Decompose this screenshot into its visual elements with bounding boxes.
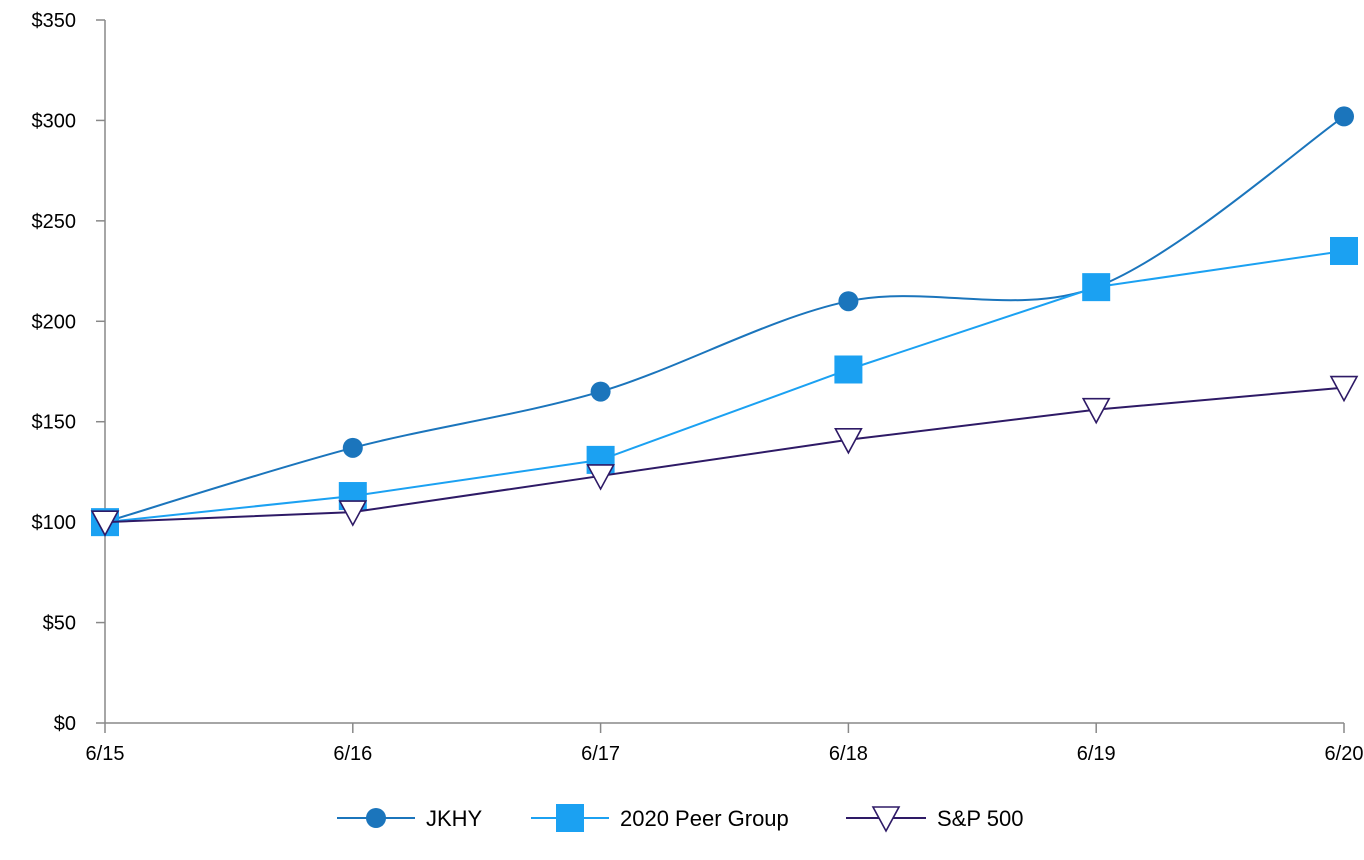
x-tick-label: 6/16	[333, 743, 372, 765]
legend-label: 2020 Peer Group	[620, 806, 789, 831]
data-point	[586, 464, 615, 491]
data-point	[1334, 106, 1354, 127]
y-tick-label: $250	[32, 211, 77, 233]
series-line	[104, 249, 1345, 524]
data-point	[1329, 375, 1359, 403]
series-line	[104, 115, 1345, 524]
y-tick-label: $0	[54, 713, 76, 735]
data-point	[90, 510, 120, 537]
legend: JKHY 2020 Peer Group S&P 500	[337, 804, 1023, 833]
series-s-p-500	[90, 375, 1359, 537]
data-point	[1330, 236, 1358, 265]
y-tick-label: $50	[43, 613, 76, 635]
x-tick-label: 6/20	[1325, 743, 1364, 765]
y-tick-label: $200	[32, 311, 77, 333]
data-point	[342, 437, 363, 458]
series-jkhy	[95, 106, 1354, 533]
series-layer	[90, 106, 1359, 537]
y-tick-label: $300	[32, 110, 77, 132]
legend-marker	[366, 808, 386, 828]
legend-item: JKHY	[337, 806, 483, 831]
legend-label: S&P 500	[937, 806, 1023, 831]
legend-item: 2020 Peer Group	[531, 804, 789, 832]
data-point	[1082, 273, 1111, 302]
y-tick-label: $350	[32, 10, 77, 32]
data-point	[838, 291, 859, 312]
legend-label: JKHY	[426, 806, 483, 831]
data-point	[834, 427, 863, 455]
series-line	[104, 386, 1345, 524]
data-point	[1081, 397, 1111, 425]
data-point	[834, 355, 863, 384]
x-tick-label: 6/19	[1077, 743, 1116, 765]
axes: $0 $50 $100 $150 $200 $250 $300 $350 6/15 6/16 6/1…	[32, 10, 1364, 765]
x-tick-label: 6/18	[829, 743, 868, 765]
legend-item: S&P 500	[846, 806, 1023, 833]
y-tick-label: $150	[32, 412, 77, 434]
x-tick-label: 6/17	[581, 743, 620, 765]
legend-marker	[556, 804, 584, 832]
data-point	[338, 500, 368, 527]
legend-marker	[871, 806, 901, 833]
series-2020-peer-group	[91, 236, 1358, 537]
x-tick-label: 6/15	[86, 743, 125, 765]
data-point	[590, 381, 611, 402]
y-tick-label: $100	[32, 512, 77, 534]
